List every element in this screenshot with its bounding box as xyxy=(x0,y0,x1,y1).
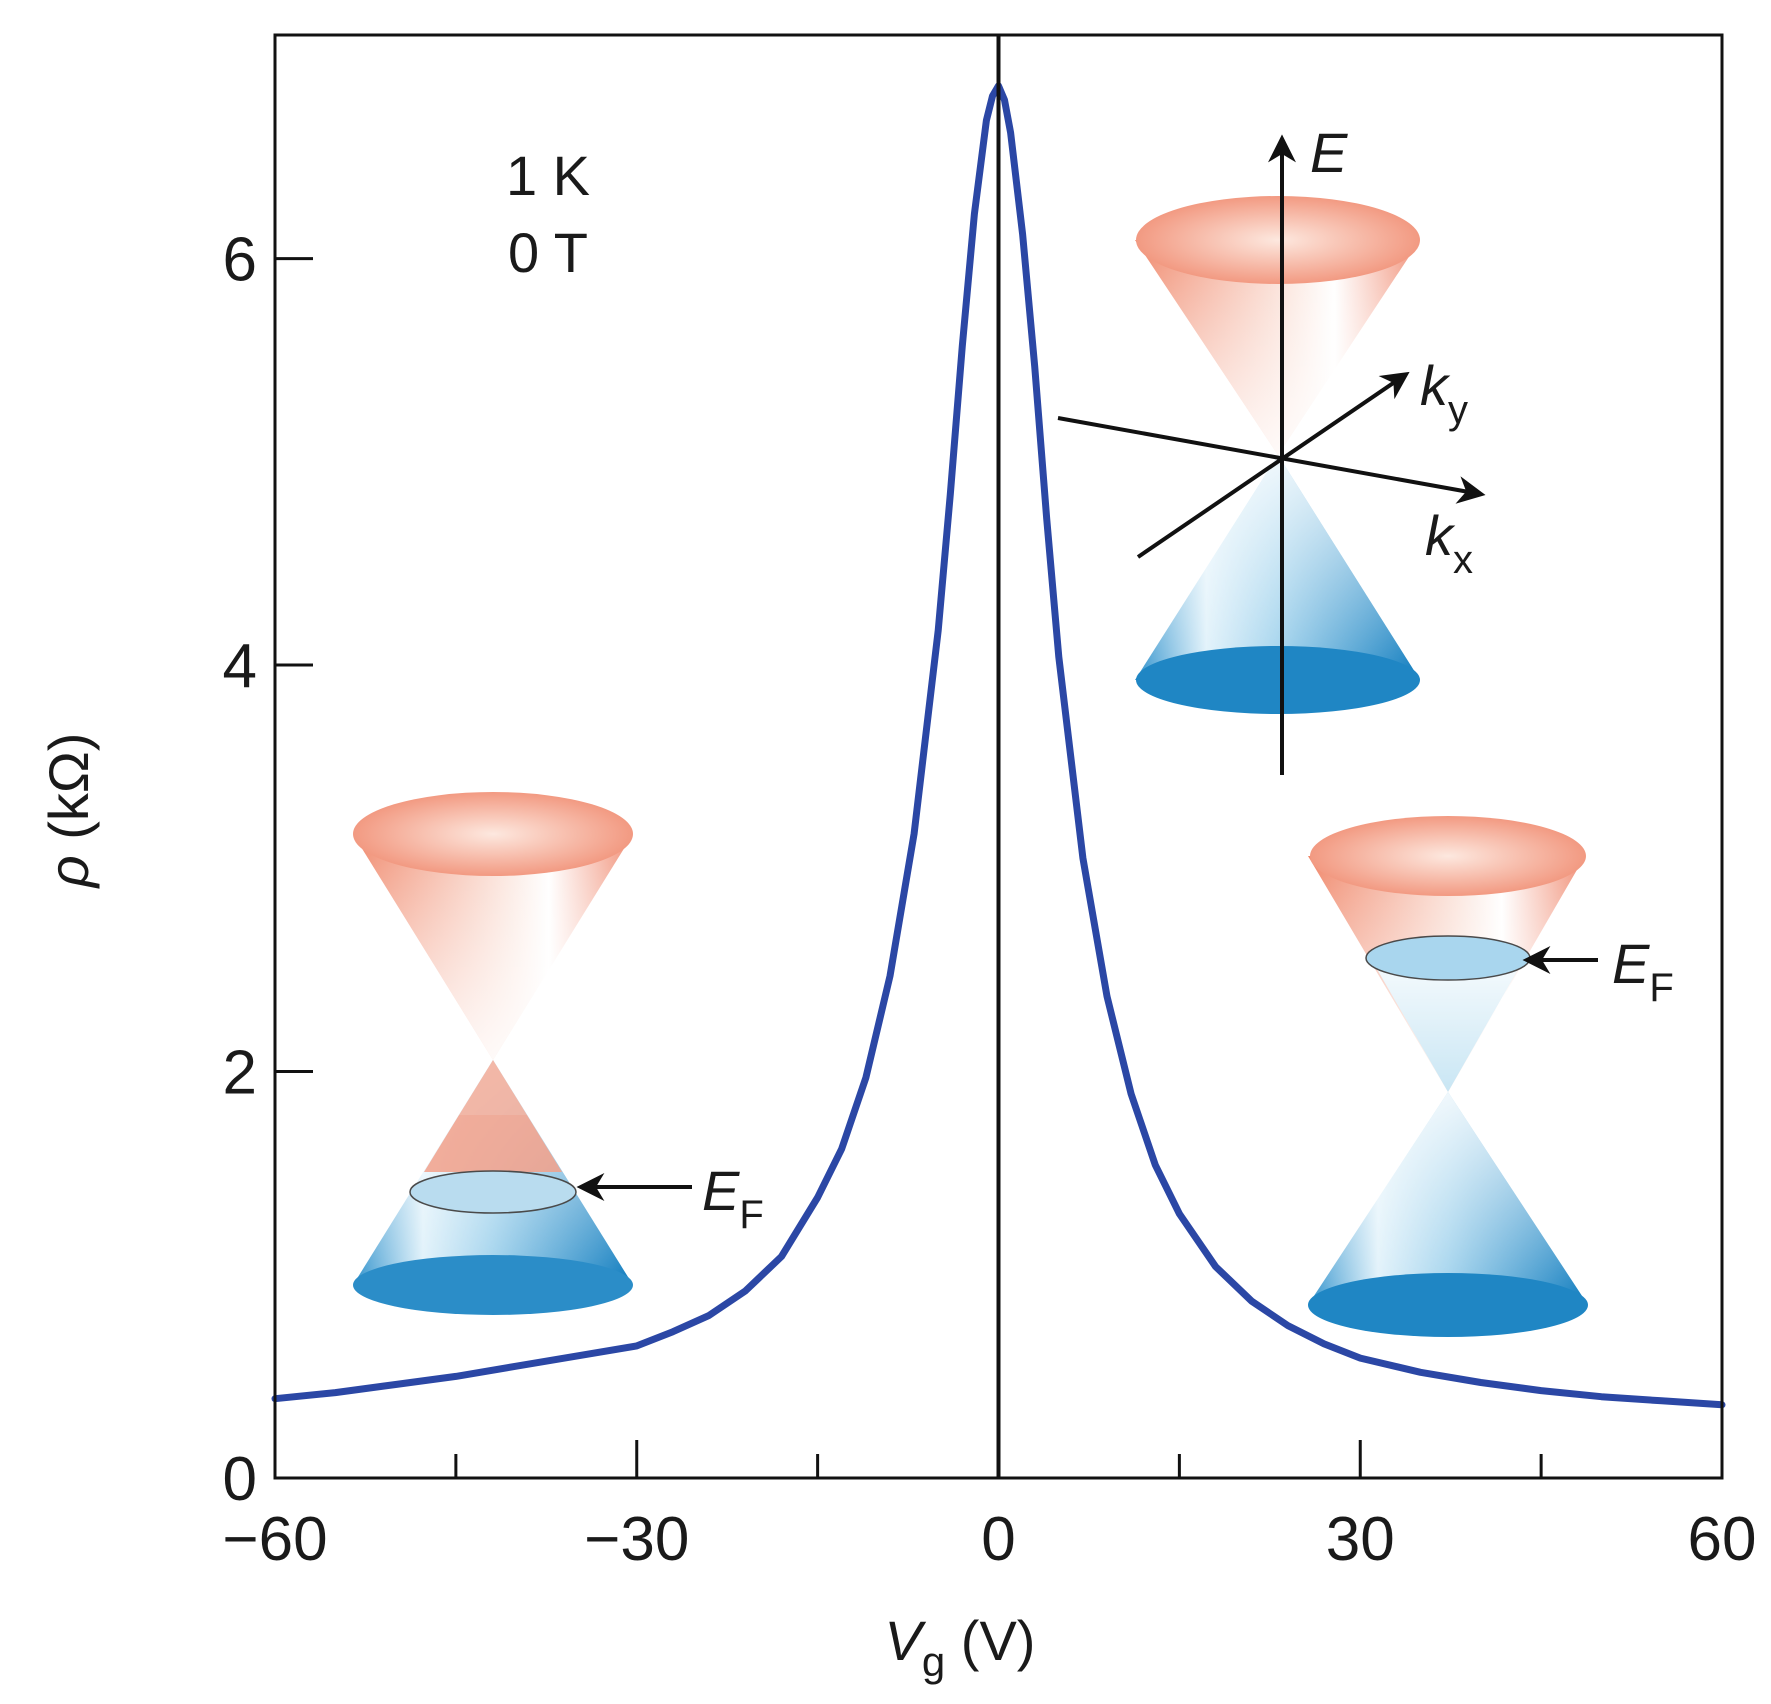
condition-field: 0 T xyxy=(508,221,588,284)
y-tick-label: 6 xyxy=(223,226,257,295)
e-axis-label: E xyxy=(1310,121,1348,184)
y-tick-label: 4 xyxy=(223,632,257,701)
x-tick-label: 30 xyxy=(1326,1505,1395,1574)
x-tick-label: −30 xyxy=(584,1505,689,1574)
inset-right-cone: EF xyxy=(1308,816,1674,1337)
x-tick-label: 0 xyxy=(981,1505,1015,1574)
kx-axis-label: kx xyxy=(1425,504,1473,582)
ef-label-right: EF xyxy=(1612,932,1674,1010)
inset-left-cone: EF xyxy=(353,792,764,1315)
x-tick-label: −60 xyxy=(222,1505,327,1574)
y-tick-label: 0 xyxy=(223,1445,257,1514)
fermi-disk xyxy=(409,1170,577,1214)
fermi-disk xyxy=(1365,935,1531,981)
condition-temperature: 1 K xyxy=(506,144,590,207)
kx-axis xyxy=(1057,416,1486,504)
inset-center-cone: E ky kx xyxy=(1057,121,1486,775)
x-axis-ticks xyxy=(273,1440,1724,1478)
ky-axis xyxy=(1136,371,1410,559)
y-axis-ticks xyxy=(275,257,313,1074)
ky-axis-label: ky xyxy=(1420,354,1468,432)
ef-label-left: EF xyxy=(702,1159,764,1237)
x-tick-label: 60 xyxy=(1688,1505,1757,1574)
y-axis-title: ρ (kΩ) xyxy=(37,733,100,890)
x-axis-title: Vg (V) xyxy=(885,1609,1036,1685)
upper-cone-rim xyxy=(353,792,633,876)
y-tick-label: 2 xyxy=(223,1039,257,1108)
